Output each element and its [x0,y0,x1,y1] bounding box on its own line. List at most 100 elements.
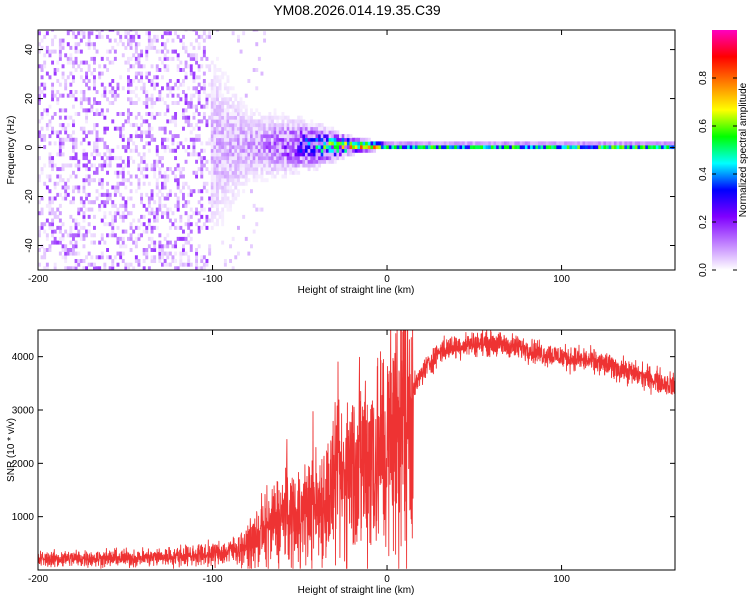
heatmap-cell [176,163,180,168]
heatmap-cell [357,148,361,153]
heatmap-cell [210,174,214,179]
heatmap-cell [176,167,180,172]
heatmap-cell [53,211,57,216]
heatmap-cell [108,38,112,43]
heatmap-cell [291,145,295,150]
heatmap-cell [182,126,185,131]
heatmap-cell [252,163,256,168]
heatmap-cell [121,137,125,142]
heatmap-cell [195,248,199,252]
heatmap-cell [320,134,324,139]
heatmap-cell [208,82,212,87]
heatmap-cell [297,123,301,128]
heatmap-cell [255,170,259,175]
heatmap-cell [53,68,57,72]
heatmap-cell [108,156,112,161]
heatmap-cell [226,130,230,135]
heatmap-cell [540,141,544,146]
heatmap-cell [247,126,251,131]
heatmap-cell [265,145,269,150]
heatmap-cell [223,167,227,172]
heatmap-cell [210,115,214,120]
heatmap-cell [145,225,149,230]
heatmap-cell [229,145,233,150]
heatmap-cell [299,119,303,124]
heatmap-cell [226,145,230,150]
heatmap-cell [216,104,219,109]
heatmap-cell [195,222,199,227]
heatmap-cell [263,130,267,135]
heatmap-cell [223,86,227,91]
heatmap-cell [231,145,235,150]
heatmap-cell [134,134,138,139]
heatmap-cell [255,42,259,47]
heatmap-cell [237,137,240,142]
heatmap-cell [257,163,261,168]
heatmap-cell [134,145,138,150]
heatmap-cell [184,262,188,267]
heatmap-cell [61,233,65,238]
heatmap-cell [242,137,246,142]
heatmap-cell [263,159,267,164]
heatmap-cell [142,229,146,234]
heatmap-cell [352,137,356,142]
heatmap-cell [61,71,65,76]
heatmap-cell [307,130,311,135]
heatmap-cell [208,68,212,72]
heatmap-cell [137,60,141,65]
heatmap-cell [268,167,272,172]
heatmap-cell [218,156,222,161]
heatmap-cell [145,192,149,197]
heatmap-cell [95,167,99,172]
heatmap-cell [147,71,151,76]
heatmap-cell [142,156,146,161]
heatmap-cell [61,244,65,249]
heatmap-cell [213,79,217,83]
heatmap-cell [87,141,91,146]
heatmap-cell [244,148,248,153]
heatmap-cell [216,56,219,61]
heatmap-cell [108,196,112,201]
heatmap-cell [226,97,230,102]
heatmap-cell [187,152,191,157]
heatmap-cell [74,222,78,227]
heatmap-cell [82,211,86,216]
heatmap-cell [438,141,442,146]
heatmap-cell [318,159,322,164]
heatmap-cell [132,90,136,94]
heatmap-cell [48,207,52,212]
heatmap-cell [150,240,154,245]
heatmap-cell [179,170,183,175]
heatmap-cell [197,211,201,216]
heatmap-cell [161,214,164,219]
heatmap-cell [202,255,206,260]
heatmap-cell [95,123,99,128]
heatmap-cell [176,196,180,201]
heatmap-cell [302,148,306,153]
heatmap-cell [234,255,238,260]
heatmap-cell [132,218,136,223]
heatmap-cell [239,119,243,124]
heatmap-cell [179,38,183,43]
heatmap-cell [74,60,78,65]
heatmap-cell [231,192,235,197]
heatmap-cell [124,262,128,267]
heatmap-cell [192,30,196,32]
heatmap-cell [147,211,151,216]
heatmap-cell [182,196,185,201]
heatmap-cell [111,225,115,230]
heatmap-cell [435,145,439,150]
heatmap-cell [352,152,356,157]
heatmap-cell [95,170,99,175]
heatmap-cell [449,141,452,146]
heatmap-cell [192,211,196,216]
x-tick-label: 100 [553,274,570,285]
heatmap-cell [284,163,288,168]
heatmap-cell [260,163,264,168]
heatmap-cell [176,56,180,61]
heatmap-cell [106,145,110,150]
heatmap-cell [210,119,214,124]
heatmap-cell [174,167,178,172]
heatmap-cell [252,30,256,32]
heatmap-cell [85,119,89,124]
